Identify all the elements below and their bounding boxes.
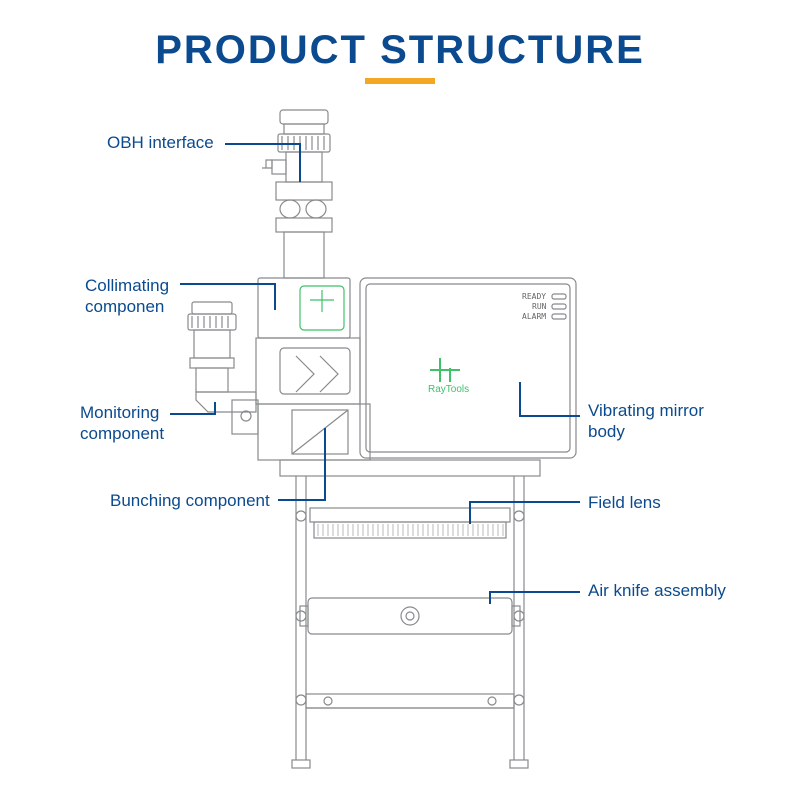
callout-line-air_knife [490,592,580,604]
callout-line-vibrating [520,382,580,416]
logo-text: RayTools [428,384,469,395]
status-ready: READY [522,292,546,301]
callout-line-obh [225,144,300,182]
status-run: RUN [532,302,546,311]
callout-line-bunching [278,428,325,500]
status-alarm: ALARM [522,312,546,321]
label-field-lens: Field lens [588,492,661,513]
label-monitoring: Monitoringcomponent [80,402,164,445]
label-obh: OBH interface [107,132,214,153]
label-bunching: Bunching component [110,490,270,511]
label-air-knife: Air knife assembly [588,580,726,601]
callout-line-monitoring [170,402,215,414]
callout-line-collimating [180,284,275,310]
label-vibrating: Vibrating mirrorbody [588,400,704,443]
callout-line-field_lens [470,502,580,524]
label-collimating: Collimatingcomponen [85,275,169,318]
